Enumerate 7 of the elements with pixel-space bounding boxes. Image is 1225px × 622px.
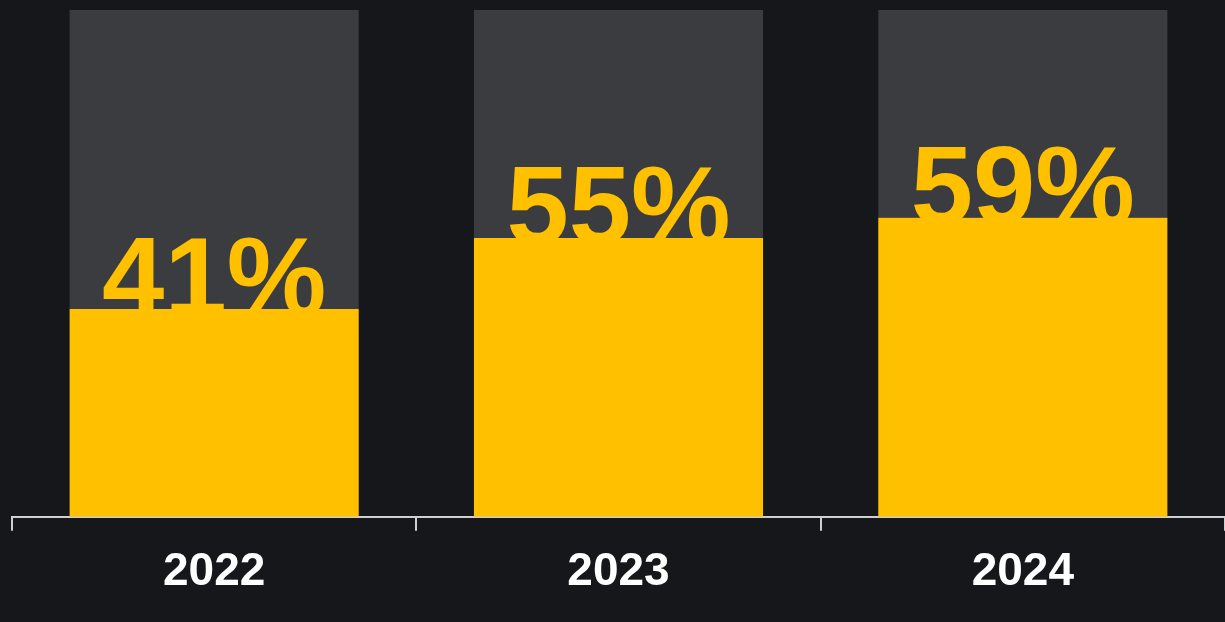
x-tick-label: 2024 — [971, 543, 1075, 596]
x-tick-label: 2022 — [162, 543, 266, 596]
bar — [69, 10, 359, 310]
bar — [69, 309, 359, 517]
bar — [878, 217, 1168, 517]
bar — [473, 238, 764, 517]
x-tick-label: 2023 — [567, 543, 670, 596]
